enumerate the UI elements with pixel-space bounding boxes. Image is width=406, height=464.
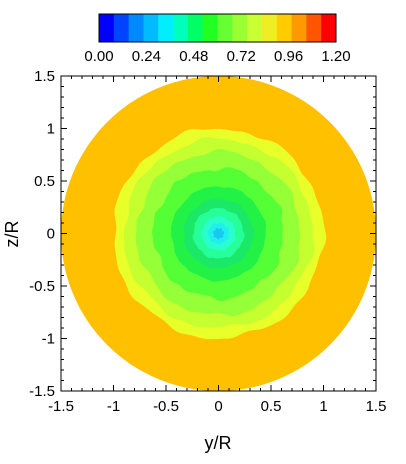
colorbar-segment — [158, 14, 174, 42]
x-tick-label: -0.5 — [153, 398, 179, 415]
y-axis-label: z/R — [2, 220, 22, 247]
colorbar-segment — [321, 14, 337, 42]
colorbar-frame — [98, 13, 337, 43]
colorbar-tick-label: 0.00 — [84, 48, 113, 65]
y-tick-label: -0.5 — [29, 278, 55, 295]
colorbar-tick-label: 0.96 — [274, 48, 303, 65]
x-tick-label: -1.5 — [48, 398, 74, 415]
colorbar-tick-labels: 0.00 0.24 0.48 0.72 0.96 1.20 — [84, 48, 350, 65]
y-tick-label: 0.5 — [34, 173, 55, 190]
colorbar-tick-label: 0.24 — [132, 48, 161, 65]
colorbar-tick-label: 1.20 — [321, 48, 350, 65]
y-tick-label: -1.5 — [29, 383, 55, 400]
colorbar-segment — [187, 14, 204, 42]
colorbar-segment — [232, 14, 248, 42]
colorbar-segment — [128, 14, 144, 42]
contour-band — [212, 227, 225, 240]
colorbar-tick-label: 0.72 — [227, 48, 256, 65]
y-tick-label: -1 — [42, 331, 55, 348]
colorbar-segment — [261, 14, 278, 42]
colorbar-segment — [113, 14, 130, 42]
colorbar-segment — [99, 14, 115, 42]
y-axis-ticks: -1.5 -1 -0.5 0 0.5 1 1.5 — [29, 68, 376, 400]
plot-area — [61, 76, 376, 391]
x-tick-label: 0.5 — [261, 398, 282, 415]
colorbar-tick-label: 0.48 — [179, 48, 208, 65]
x-tick-label: 1.5 — [366, 398, 387, 415]
x-tick-label: -1 — [107, 398, 120, 415]
colorbar-segment — [143, 14, 159, 42]
colorbar-segment — [276, 14, 293, 42]
colorbar-segment — [306, 14, 322, 42]
colorbar-segment — [291, 14, 307, 42]
colorbar-segment — [173, 14, 189, 42]
colorbar-segment — [247, 14, 263, 42]
y-tick-label: 1.5 — [34, 68, 55, 85]
colorbar — [98, 13, 337, 43]
colorbar-segment — [202, 14, 218, 42]
colorbar-segment — [217, 14, 233, 42]
x-tick-label: 1 — [319, 398, 327, 415]
y-tick-label: 1 — [47, 121, 55, 138]
x-tick-label: 0 — [214, 398, 222, 415]
x-axis-ticks: -1.5 -1 -0.5 0 0.5 1 1.5 — [48, 76, 386, 415]
y-tick-label: 0 — [47, 226, 55, 243]
x-axis-label: y/R — [205, 433, 232, 453]
